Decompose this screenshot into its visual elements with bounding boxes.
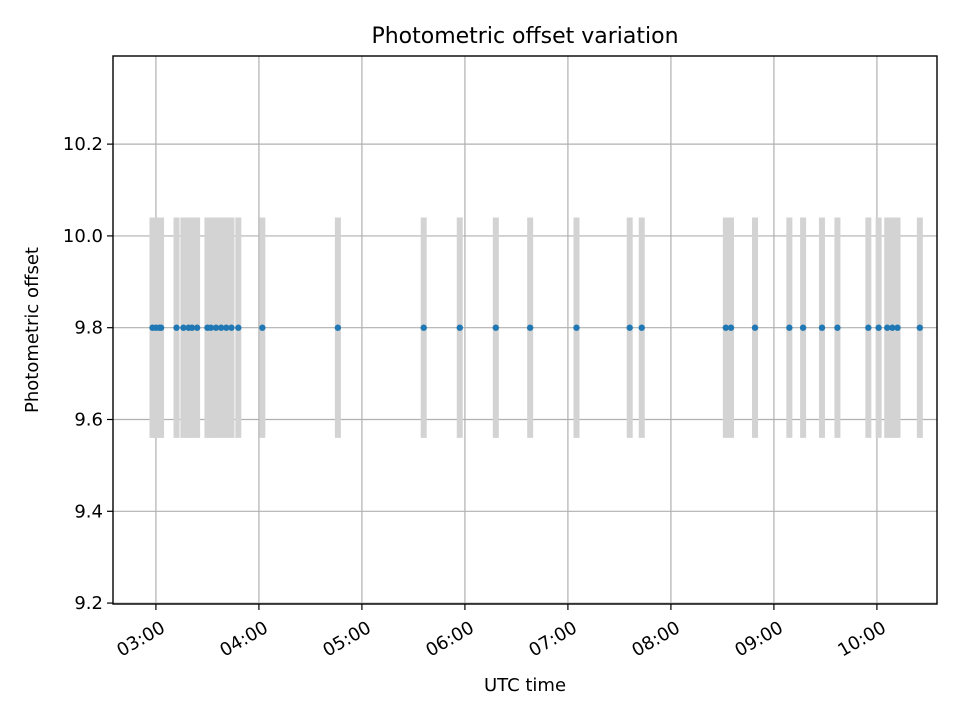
data-point [786, 324, 793, 331]
y-tick-label: 9.4 [74, 501, 103, 522]
data-point [626, 324, 633, 331]
y-tick-label: 9.6 [74, 409, 103, 430]
y-tick-label: 9.8 [74, 318, 103, 339]
data-point [420, 324, 427, 331]
data-point [573, 324, 580, 331]
x-tick-label: 10:00 [834, 617, 889, 661]
data-point [259, 324, 266, 331]
data-point [727, 324, 735, 331]
y-axis-label: Photometric offset [22, 247, 43, 413]
data-point [526, 324, 534, 331]
grid-lines [113, 56, 937, 604]
x-tick-label: 06:00 [422, 617, 477, 661]
data-point [834, 324, 841, 331]
data-point [188, 324, 196, 331]
x-tick-label: 04:00 [216, 617, 271, 661]
data-point [751, 324, 759, 331]
data-point [157, 324, 165, 331]
data-point [217, 324, 225, 331]
data-point [456, 324, 463, 331]
x-tick-label: 05:00 [319, 617, 374, 661]
data-point [894, 324, 901, 331]
data-point [875, 324, 882, 331]
data-point [235, 324, 242, 331]
data-point [818, 324, 826, 331]
data-point [180, 324, 187, 331]
data-point [173, 324, 180, 331]
x-tick-label: 03:00 [113, 617, 168, 661]
data-point [492, 324, 500, 331]
x-tick-label: 09:00 [731, 617, 786, 661]
y-tick-label: 9.2 [74, 593, 103, 614]
data-point [334, 324, 342, 331]
data-point [799, 324, 807, 331]
data-point [865, 324, 872, 331]
data-point [638, 324, 645, 331]
data-point [916, 324, 924, 331]
data-point [223, 324, 230, 331]
data-point [884, 324, 891, 331]
data-points [149, 324, 924, 331]
data-point [193, 324, 201, 331]
plot-frame [112, 55, 938, 605]
y-tick-label: 10.0 [63, 226, 103, 247]
x-tick-label: 07:00 [525, 617, 580, 661]
x-tick-label: 08:00 [628, 617, 683, 661]
data-point [228, 324, 235, 331]
data-point [722, 324, 730, 331]
x-axis-label: UTC time [484, 675, 566, 696]
y-tick-label: 10.2 [63, 134, 103, 155]
data-point [212, 324, 220, 331]
data-point [889, 324, 896, 331]
chart-title: Photometric offset variation [371, 24, 678, 49]
data-point [207, 324, 215, 331]
